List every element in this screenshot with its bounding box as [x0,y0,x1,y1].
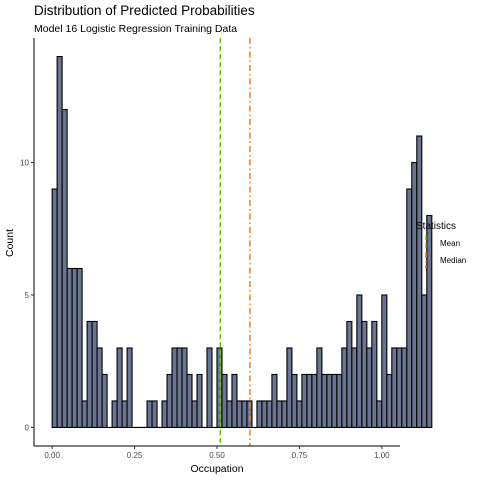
histogram-bar [166,373,173,429]
histogram-bar [71,267,78,428]
histogram-bar [91,320,98,429]
y-tick-label: 10 [20,159,29,168]
legend-label-median: Median [440,256,466,265]
histogram-bar [421,294,428,429]
histogram-bar [51,188,58,428]
histogram-bar [236,400,243,428]
histogram-bar [226,400,233,428]
histogram-bar [291,373,298,429]
histogram-bar [196,373,203,429]
histogram-bar [336,373,343,429]
x-tick-label: 0.50 [209,451,225,460]
histogram-bar [121,400,128,428]
y-tick-label: 5 [25,291,30,300]
histogram-bar [56,55,63,429]
histogram-bar [81,400,88,428]
legend-entries: Mean Median [425,235,466,268]
histogram-bar [401,347,408,429]
histogram-bar [426,214,433,429]
histogram-bar [391,347,398,429]
histogram-bar [411,161,418,429]
histogram-bar [241,400,248,428]
histogram-bar [351,347,358,429]
histogram-bar [216,347,223,429]
histogram-bar [346,320,353,429]
x-tick-label: 0.25 [127,451,143,460]
histogram-bar [416,135,423,429]
x-tick-label: 0.00 [44,451,60,460]
histogram-bar [296,400,303,428]
histogram-bar [66,267,73,428]
histogram-bar [256,400,263,428]
histogram-bar [396,347,403,429]
histogram-bar [171,347,178,429]
histogram-bar [376,400,383,428]
histogram-bar [341,347,348,429]
legend: Statistics Mean Median [416,221,466,268]
chart-subtitle: Model 16 Logistic Regression Training Da… [34,23,237,35]
histogram-bar [116,347,123,429]
histogram-bar [261,400,268,428]
histogram-bar [266,400,273,428]
histogram-bar [311,373,318,429]
histogram-bar [86,320,93,429]
histogram-bar [76,267,83,428]
histogram-bar [321,373,328,429]
histogram-bar [231,373,238,429]
histogram-bar [161,400,168,428]
y-tick-label: 0 [25,423,30,432]
histogram-bar [61,108,68,429]
histogram-bar [186,373,193,429]
x-axis-title: Occupation [190,463,243,475]
histogram-bar [181,347,188,429]
histogram-bar [276,400,283,428]
histogram-bar [151,400,158,428]
x-tick-label: 1.00 [374,451,390,460]
histogram-bar [306,373,313,429]
x-tick-label: 0.75 [292,451,308,460]
histogram-bar [206,347,213,429]
histogram-bar [316,347,323,429]
y-axis-title: Count [4,229,16,257]
histogram-bar [271,373,278,429]
histogram-bar [281,400,288,428]
histogram-bar [101,373,108,429]
histogram-bar [331,373,338,429]
y-axis-ticks: 0 5 10 [20,159,34,432]
histogram-bar [371,320,378,429]
bars-layer [51,55,433,429]
histogram-bar [246,400,253,428]
histogram-bar [406,188,413,428]
histogram-bar [326,373,333,429]
x-axis-ticks: 0.00 0.25 0.50 0.75 1.00 [44,446,390,460]
histogram-bar [221,373,228,429]
histogram-bar [381,294,388,429]
legend-title: Statistics [416,221,456,232]
histogram-bar [176,347,183,429]
histogram-bar [356,294,363,429]
histogram-bar [386,373,393,429]
chart-title: Distribution of Predicted Probabilities [34,3,255,18]
legend-label-mean: Mean [440,239,460,248]
histogram-bar [126,347,133,429]
histogram-bar [301,373,308,429]
histogram-bar [146,400,153,428]
reference-lines-layer [219,38,251,446]
histogram-bar [286,347,293,429]
histogram-bar [361,320,368,429]
histogram-bar [96,347,103,429]
histogram-bar [191,400,198,428]
histogram-bar [366,347,373,429]
histogram-bar [111,400,118,428]
